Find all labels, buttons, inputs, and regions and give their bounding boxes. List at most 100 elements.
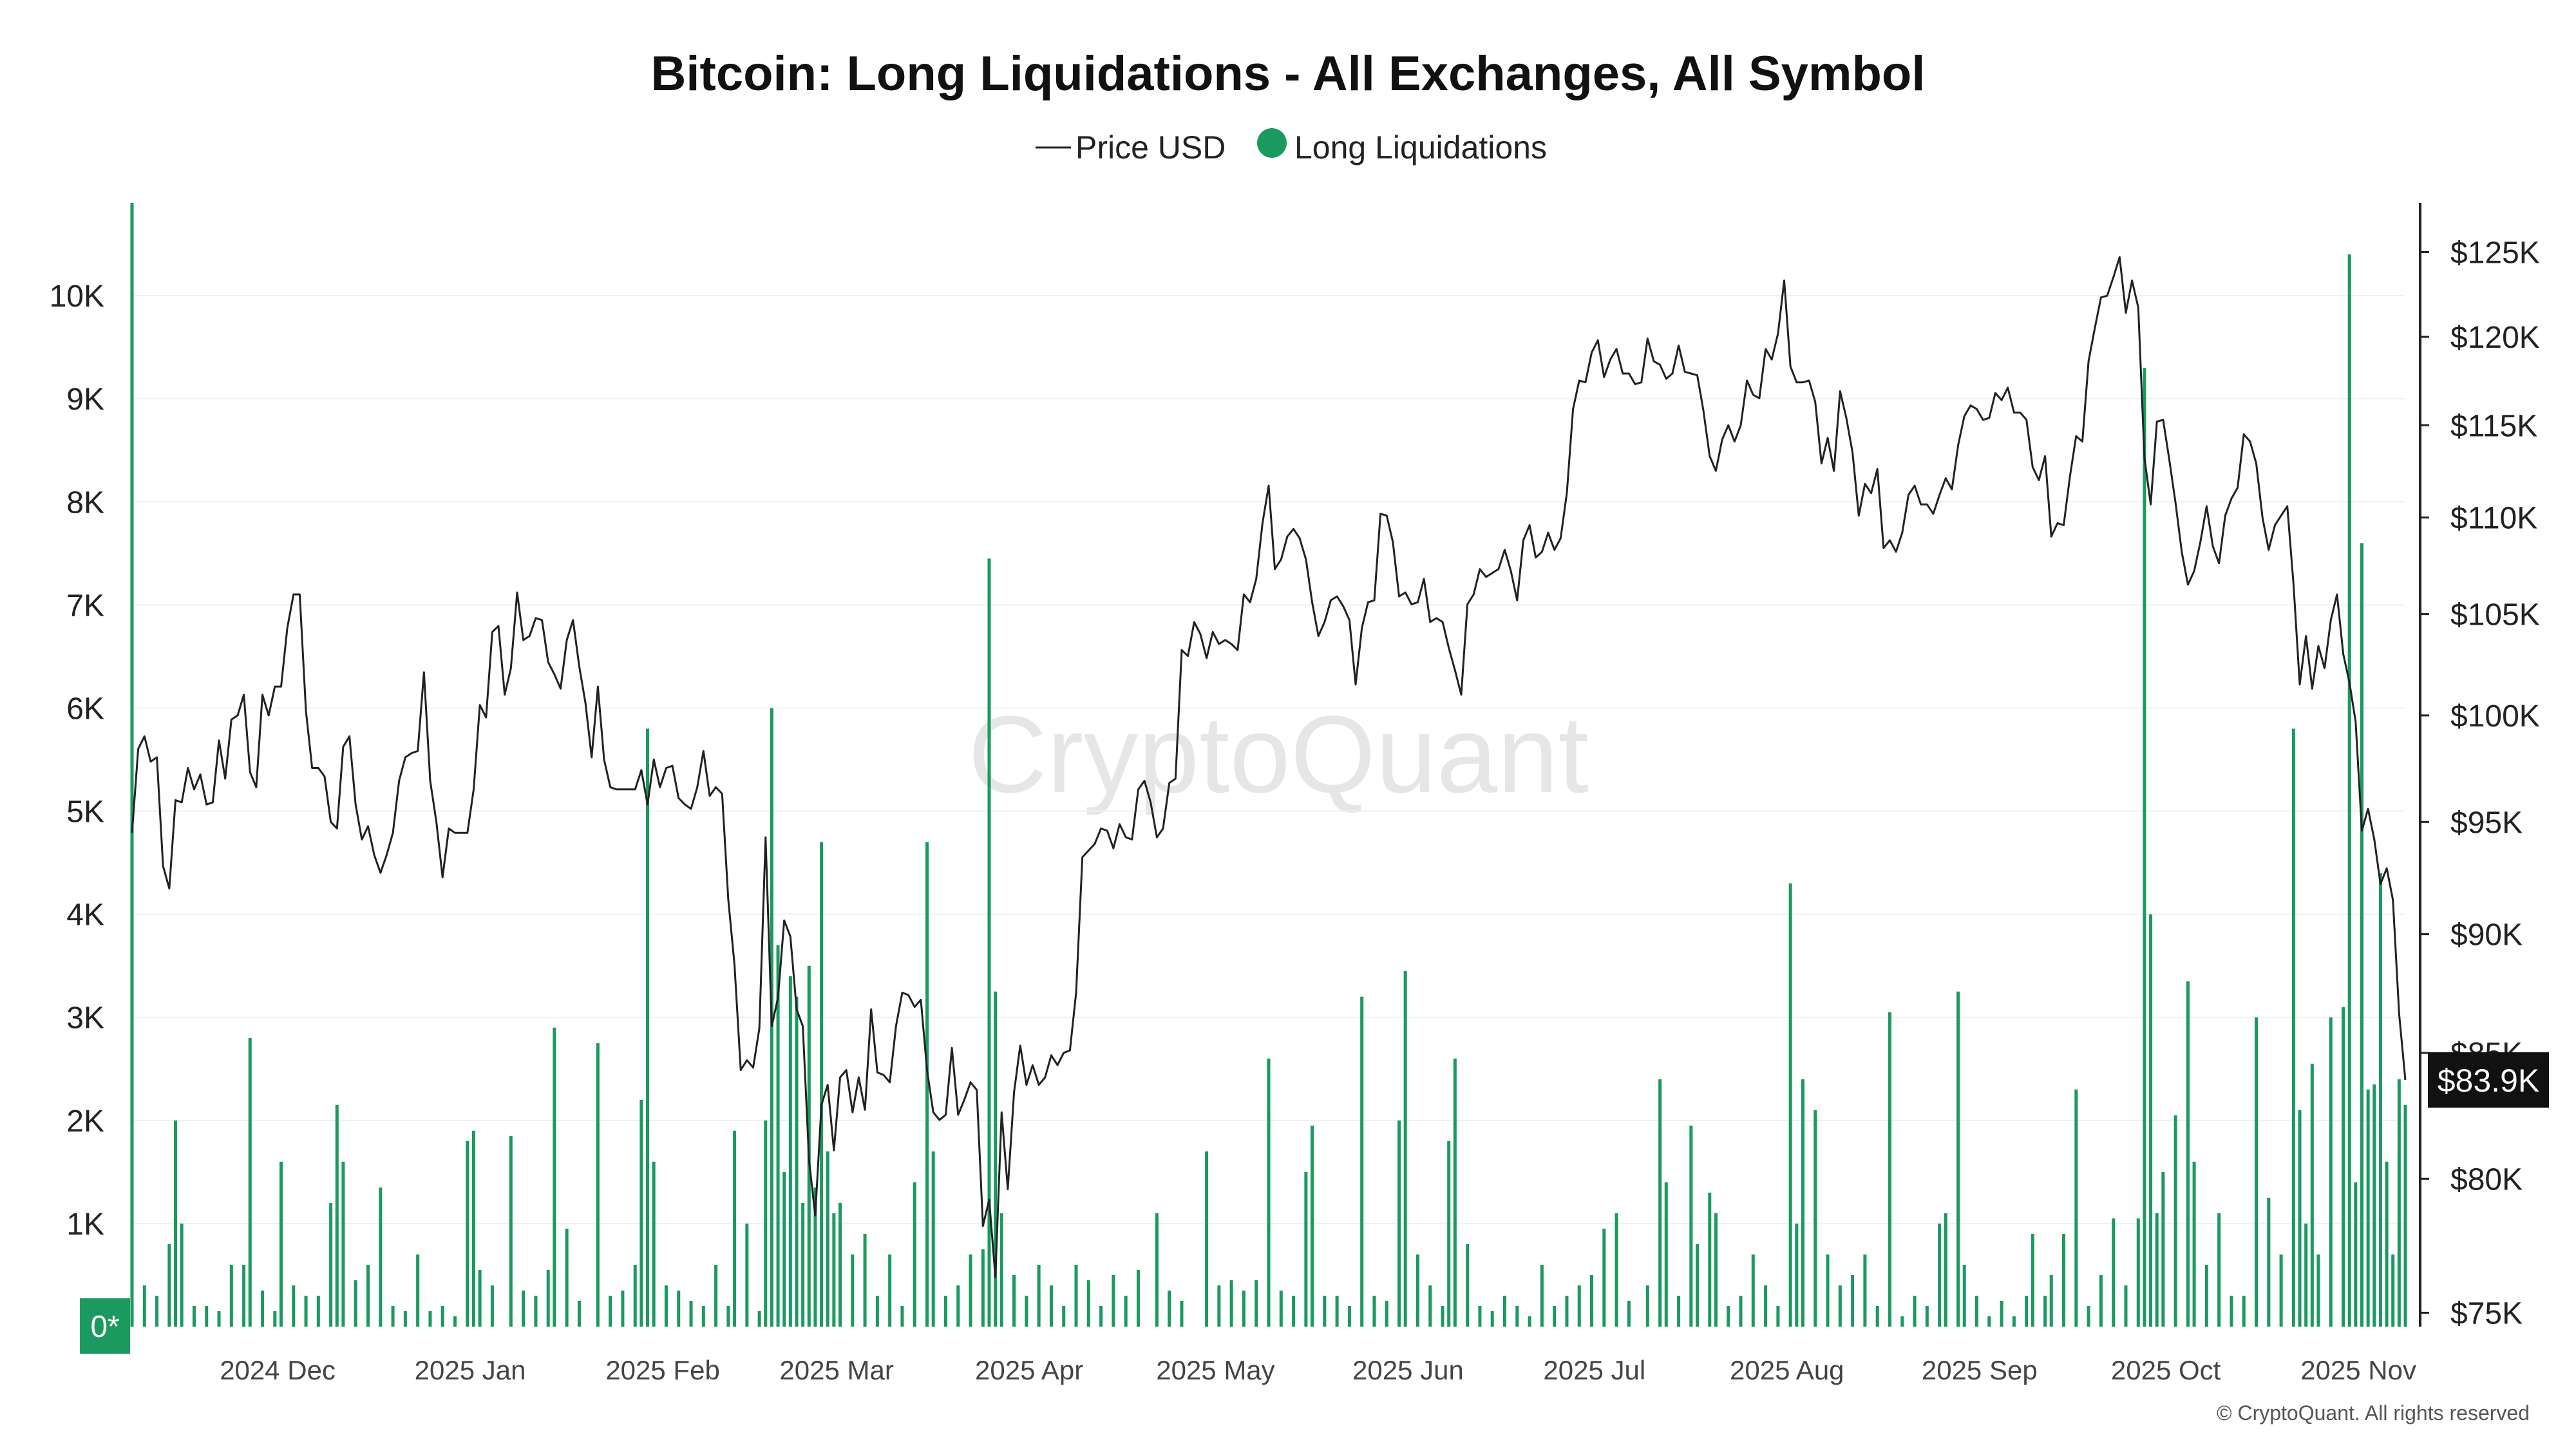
x-tick-label: 2025 Jul (1543, 1355, 1645, 1385)
liquidation-bar (1466, 1244, 1470, 1327)
liquidation-bar (1801, 1079, 1804, 1327)
liquidation-bar (1863, 1254, 1867, 1327)
liquidation-bar (2304, 1223, 2308, 1327)
x-tick-label: 2025 Aug (1730, 1355, 1844, 1385)
liquidation-bar (2217, 1213, 2221, 1327)
liquidation-bar (639, 1099, 643, 1327)
liquidation-bar (745, 1223, 749, 1327)
right-tick-label: $100K (2450, 699, 2540, 734)
liquidation-bar (174, 1120, 178, 1327)
left-tick-label: 7K (66, 589, 104, 623)
liquidation-bar (478, 1269, 482, 1327)
liquidation-bar (1708, 1192, 1712, 1327)
x-tick-label: 2025 Jun (1352, 1355, 1464, 1385)
liquidation-bar (1795, 1223, 1799, 1327)
left-axis: 1K 2K 3K 4K 5K 6K 7K 8K 9K 10K (50, 279, 104, 1242)
x-tick-label: 2025 Feb (605, 1355, 719, 1385)
liquidation-bar (1776, 1305, 1780, 1327)
liquidation-bar (2329, 1017, 2333, 1327)
liquidation-bar (546, 1269, 550, 1327)
liquidation-bar (329, 1202, 333, 1327)
liquidation-bar (956, 1285, 960, 1327)
liquidation-bar (2279, 1254, 2283, 1327)
liquidation-bar (379, 1187, 383, 1327)
right-tick-label: $115K (2450, 409, 2537, 443)
liquidation-bar (664, 1285, 668, 1327)
liquidation-bar (981, 1249, 985, 1327)
x-tick-label: 2025 Oct (2111, 1355, 2221, 1385)
liquidation-bar (820, 842, 824, 1327)
liquidation-bar (1217, 1285, 1221, 1327)
liquidation-bar (142, 1285, 146, 1327)
liquidation-bar (1664, 1182, 1668, 1327)
liquidation-bar (757, 1311, 761, 1327)
liquidation-bar (714, 1264, 718, 1327)
liquidation-bar (217, 1311, 221, 1327)
liquidation-bar (1925, 1305, 1929, 1327)
liquidation-bar (943, 1295, 947, 1327)
liquidation-bar (2155, 1213, 2159, 1327)
liquidation-bar (1826, 1254, 1830, 1327)
liquidation-bar (1689, 1125, 1693, 1327)
chart-title: Bitcoin: Long Liquidations - All Exchang… (651, 46, 1926, 101)
liquidation-bar (2012, 1316, 2016, 1327)
liquidation-bar (1311, 1125, 1314, 1327)
liquidation-bar (677, 1290, 681, 1327)
liquidation-bar (1025, 1295, 1028, 1327)
liquidation-bar (242, 1264, 246, 1327)
liquidation-bar (1875, 1305, 1879, 1327)
liquidation-bar (764, 1120, 768, 1327)
liquidation-bar (1900, 1316, 1904, 1327)
liquidation-bar (2354, 1182, 2358, 1327)
left-tick-label: 5K (66, 795, 104, 829)
price-series (131, 256, 2407, 1278)
x-tick-label: 2025 Mar (779, 1355, 893, 1385)
x-tick-label: 2025 Sep (1922, 1355, 2038, 1385)
left-tick-label: 10K (50, 279, 104, 314)
liquidation-bar (1124, 1295, 1128, 1327)
liquidation-bar (279, 1161, 283, 1327)
legend-liquidations-dot-icon (1257, 128, 1287, 158)
liquidation-bar (1602, 1228, 1606, 1327)
liquidation-bar (1168, 1290, 1171, 1327)
liquidation-bar (1913, 1295, 1917, 1327)
liquidation-bar (2031, 1233, 2034, 1327)
liquidation-bar (1987, 1316, 1991, 1327)
liquidation-bar (180, 1223, 184, 1327)
liquidation-bar (1205, 1151, 1209, 1327)
liquidation-bar (453, 1316, 457, 1327)
right-tick-label: $110K (2450, 502, 2537, 536)
liquidation-bar (335, 1104, 339, 1327)
liquidation-bar (2342, 1007, 2345, 1327)
liquidation-bar (2255, 1017, 2259, 1327)
liquidation-bars (130, 203, 2407, 1327)
liquidation-bar (553, 1027, 556, 1327)
current-price-label: $83.9K (2438, 1063, 2539, 1099)
liquidation-bar (1012, 1274, 1016, 1327)
liquidation-bar (1478, 1305, 1482, 1327)
liquidation-bar (1503, 1295, 1507, 1327)
liquidation-bar (1565, 1295, 1569, 1327)
liquidation-bar (646, 728, 650, 1327)
liquidation-bar (1714, 1213, 1718, 1327)
liquidation-bar (130, 203, 134, 1327)
liquidation-bar (1851, 1274, 1855, 1327)
legend-liquidations-label: Long Liquidations (1294, 129, 1547, 166)
liquidation-bar (403, 1311, 407, 1327)
liquidation-bar (2149, 914, 2153, 1327)
liquidation-bar (2043, 1295, 2047, 1327)
liquidation-bar (689, 1300, 693, 1327)
liquidation-bar (2143, 368, 2146, 1327)
liquidation-bar (341, 1161, 345, 1327)
liquidation-bar (2310, 1063, 2314, 1327)
liquidation-bar (205, 1305, 209, 1327)
liquidation-bar (466, 1141, 469, 1327)
liquidation-bar (1838, 1285, 1842, 1327)
liquidation-bar (354, 1280, 357, 1327)
liquidation-bar (1323, 1295, 1327, 1327)
liquidation-bar (416, 1254, 420, 1327)
liquidation-bar (838, 1202, 842, 1327)
liquidation-bar (2372, 1084, 2376, 1327)
liquidation-bar (2242, 1295, 2246, 1327)
